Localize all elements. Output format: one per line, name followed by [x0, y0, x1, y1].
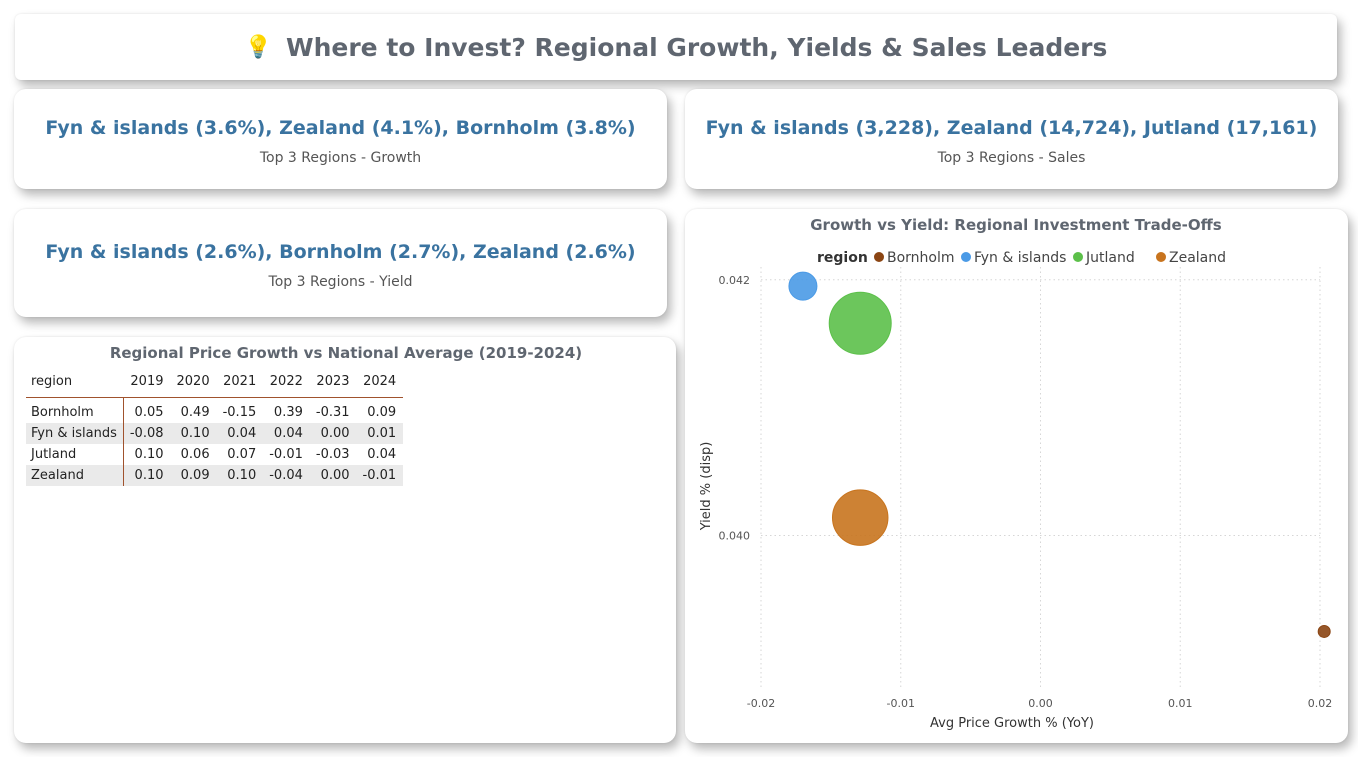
matrix-value-cell: -0.04 — [263, 465, 310, 486]
chart-title: Growth vs Yield: Regional Investment Tra… — [810, 216, 1222, 234]
matrix-value-cell: 0.04 — [216, 423, 264, 444]
matrix-value-cell: 0.10 — [123, 465, 171, 486]
matrix-value-cell: 0.49 — [180, 405, 210, 420]
legend-marker — [874, 252, 884, 262]
chart-gridlines — [760, 267, 1321, 689]
y-tick-label: 0.042 — [719, 274, 751, 287]
legend-marker — [1073, 252, 1083, 262]
matrix-value-cell: -0.03 — [315, 447, 350, 462]
page-title: 💡 Where to Invest? Regional Growth, Yiel… — [15, 14, 1337, 80]
kpi-sales-label: Top 3 Regions - Sales — [937, 150, 1086, 166]
kpi-sales-value: Fyn & islands (3,228), Zealand (14,724),… — [705, 117, 1318, 139]
matrix-value-cell: 0.01 — [356, 423, 404, 444]
matrix-header-row: region 2019 2020 2021 2022 2023 2024 — [26, 366, 404, 398]
legend-label: Fyn & islands — [974, 250, 1066, 266]
matrix-region-cell: Bornholm — [26, 397, 124, 423]
x-tick-label: 0.01 — [1168, 697, 1193, 710]
matrix-value-cell: 0.39 — [273, 405, 303, 420]
matrix-value-cell: 0.04 — [367, 447, 397, 462]
legend-label: Bornholm — [887, 250, 955, 266]
table-row[interactable]: Fyn & islands -0.08 0.10 0.04 0.04 0.00 … — [26, 423, 404, 444]
legend-item[interactable]: Zealand — [1156, 250, 1226, 266]
matrix-card[interactable]: Regional Price Growth vs National Averag… — [14, 337, 676, 743]
x-tick-label: 0.02 — [1308, 697, 1333, 710]
table-row[interactable]: Zealand 0.10 0.09 0.10 -0.04 0.00 -0.01 — [26, 465, 404, 486]
legend-label: Jutland — [1085, 250, 1135, 266]
matrix-value-cell: 0.10 — [170, 423, 217, 444]
kpi-card-yield[interactable]: Fyn & islands (2.6%), Bornholm (2.7%), Z… — [14, 209, 667, 317]
table-row[interactable]: Jutland 0.10 0.06 0.07 -0.01 -0.03 0.04 — [26, 444, 403, 465]
matrix-col-header[interactable]: 2022 — [263, 366, 310, 398]
scatter-chart[interactable]: Growth vs Yield: Regional Investment Tra… — [685, 209, 1348, 743]
matrix-value-cell: 0.04 — [263, 423, 310, 444]
matrix-title: Regional Price Growth vs National Averag… — [109, 344, 583, 362]
point-bornholm[interactable] — [1317, 624, 1331, 638]
x-tick-label: -0.02 — [747, 697, 775, 710]
matrix-table[interactable]: region 2019 2020 2021 2022 2023 2024 Bor… — [26, 366, 404, 486]
matrix-col-header[interactable]: 2020 — [170, 366, 217, 398]
point-fyn-islands[interactable] — [788, 271, 818, 301]
chart-legend[interactable]: region Bornholm Fyn & islands Jutland Zealan… — [817, 250, 1226, 266]
kpi-growth-label: Top 3 Regions - Growth — [259, 150, 422, 166]
matrix-value-cell: 0.09 — [367, 405, 397, 420]
matrix-value-cell: -0.01 — [269, 447, 303, 462]
kpi-yield-label: Top 3 Regions - Yield — [268, 274, 413, 290]
matrix-col-header[interactable]: 2019 — [123, 366, 171, 398]
point-jutland[interactable] — [828, 291, 892, 355]
matrix-col-header[interactable]: 2021 — [216, 366, 264, 398]
kpi-yield-value: Fyn & islands (2.6%), Bornholm (2.7%), Z… — [45, 241, 636, 263]
lightbulb-icon: 💡 — [244, 34, 273, 60]
matrix-value-cell: -0.31 — [315, 405, 350, 420]
matrix-value-cell: -0.08 — [123, 423, 171, 444]
kpi-growth-value: Fyn & islands (3.6%), Zealand (4.1%), Bo… — [45, 117, 636, 139]
y-axis-ticks: 0.040 0.042 — [719, 274, 751, 543]
matrix-region-cell: Jutland — [26, 444, 124, 465]
matrix-value-cell: 0.09 — [170, 465, 217, 486]
kpi-card-sales[interactable]: Fyn & islands (3,228), Zealand (14,724),… — [685, 89, 1338, 189]
matrix-region-cell: Zealand — [26, 465, 124, 486]
matrix-value-cell: -0.01 — [356, 465, 404, 486]
page-title-text: Where to Invest? Regional Growth, Yields… — [286, 32, 1108, 62]
matrix-col-header[interactable]: 2024 — [356, 366, 404, 398]
kpi-card-growth[interactable]: Fyn & islands (3.6%), Zealand (4.1%), Bo… — [14, 89, 667, 189]
matrix-value-cell: -0.15 — [222, 405, 257, 420]
legend-label: Zealand — [1169, 250, 1226, 266]
x-axis-ticks: -0.02 -0.01 0.00 0.01 0.02 — [747, 697, 1332, 710]
matrix-value-cell: 0.06 — [180, 447, 210, 462]
matrix-value-cell: 0.00 — [309, 423, 357, 444]
chart-points[interactable] — [788, 271, 1331, 638]
matrix-value-cell: 0.10 — [134, 447, 164, 462]
scatter-chart-card[interactable]: Growth vs Yield: Regional Investment Tra… — [685, 209, 1348, 743]
point-zealand[interactable] — [831, 489, 889, 546]
matrix-value-cell: 0.10 — [216, 465, 264, 486]
title-card: 💡 Where to Invest? Regional Growth, Yiel… — [15, 14, 1337, 80]
x-tick-label: -0.01 — [887, 697, 915, 710]
y-axis-label: Yield % (disp) — [699, 442, 714, 532]
legend-item[interactable]: Jutland — [1073, 250, 1135, 266]
table-row[interactable]: Bornholm 0.05 0.49 -0.15 0.39 -0.31 0.09 — [26, 397, 403, 423]
legend-marker — [1156, 252, 1166, 262]
matrix-value-cell: 0.05 — [134, 405, 164, 420]
y-tick-label: 0.040 — [719, 530, 751, 543]
legend-title: region — [817, 250, 868, 266]
legend-item[interactable]: Bornholm — [874, 250, 955, 266]
matrix-value-cell: 0.00 — [309, 465, 357, 486]
matrix-row-header[interactable]: region — [26, 366, 124, 398]
matrix-region-cell: Fyn & islands — [26, 423, 124, 444]
x-tick-label: 0.00 — [1028, 697, 1053, 710]
matrix-col-header[interactable]: 2023 — [309, 366, 357, 398]
x-axis-label: Avg Price Growth % (YoY) — [930, 716, 1094, 731]
legend-marker — [961, 252, 971, 262]
matrix-value-cell: 0.07 — [227, 447, 257, 462]
legend-item[interactable]: Fyn & islands — [961, 250, 1066, 266]
